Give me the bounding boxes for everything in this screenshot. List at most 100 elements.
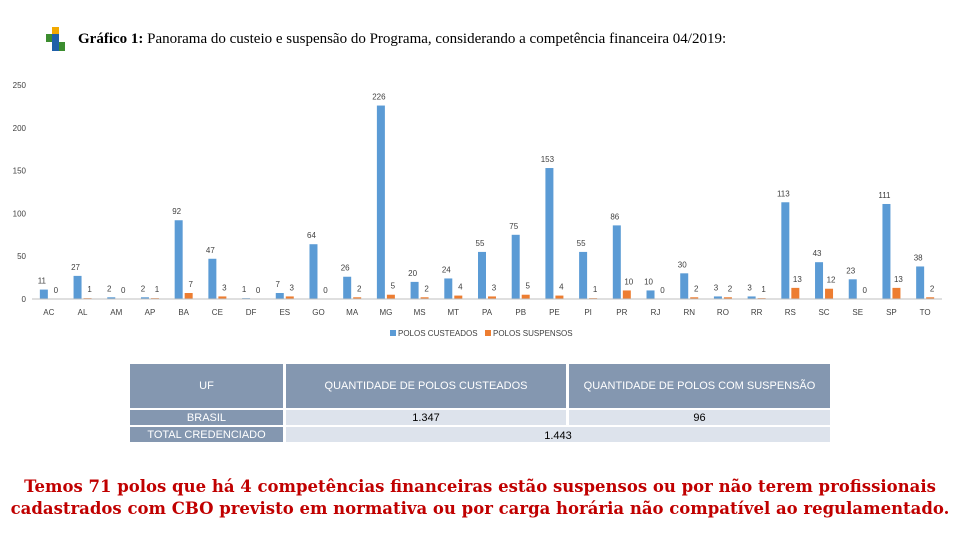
data-label: 4 xyxy=(559,283,564,292)
y-tick-label: 150 xyxy=(13,167,27,176)
data-label: 3 xyxy=(222,283,227,292)
x-tick-label: RN xyxy=(683,308,695,317)
x-tick-label: RR xyxy=(751,308,763,317)
data-label: 2 xyxy=(107,284,112,293)
title-text: Panorama do custeio e suspensão do Progr… xyxy=(143,31,727,47)
bar-custeados xyxy=(612,225,621,299)
x-tick-label: TO xyxy=(920,308,931,317)
data-label: 12 xyxy=(827,276,836,285)
table-header-custeados: QUANTIDADE DE POLOS CUSTEADOS xyxy=(286,364,566,408)
bar-custeados xyxy=(275,293,284,299)
data-label: 0 xyxy=(54,286,59,295)
legend-label: POLOS CUSTEADOS xyxy=(398,329,478,338)
table-cell-custeados: 1.347 xyxy=(286,410,566,425)
x-tick-label: MS xyxy=(414,308,426,317)
data-label: 13 xyxy=(894,275,903,284)
data-label: 2 xyxy=(694,284,699,293)
bar-suspensos xyxy=(488,296,496,299)
x-tick-label: PI xyxy=(584,308,592,317)
bar-custeados xyxy=(39,289,48,299)
bar-custeados xyxy=(376,105,385,299)
table-header-suspensos: QUANTIDADE DE POLOS COM SUSPENSÃO xyxy=(569,364,830,408)
data-label: 24 xyxy=(442,265,451,274)
data-label: 1 xyxy=(87,285,92,294)
legend-label: POLOS SUSPENSOS xyxy=(493,329,573,338)
data-label: 0 xyxy=(256,286,261,295)
legend-swatch xyxy=(390,330,396,336)
bar-custeados xyxy=(511,234,520,299)
x-tick-label: AP xyxy=(145,308,156,317)
bar-suspensos xyxy=(791,287,800,299)
data-label: 92 xyxy=(172,207,181,216)
bar-custeados xyxy=(579,251,588,299)
x-tick-label: AC xyxy=(43,308,54,317)
bars xyxy=(39,105,935,299)
y-tick-label: 200 xyxy=(13,124,27,133)
data-label: 226 xyxy=(372,93,386,102)
bar-custeados xyxy=(444,278,453,299)
bar-custeados xyxy=(747,296,756,299)
bar-custeados xyxy=(815,262,824,299)
table-cell-suspensos: 96 xyxy=(569,410,830,425)
data-label: 2 xyxy=(357,284,362,293)
bar-suspensos xyxy=(622,290,631,299)
bar-suspensos xyxy=(454,295,463,299)
bar-custeados xyxy=(140,297,149,299)
bar-custeados xyxy=(545,168,554,299)
data-label: 7 xyxy=(188,280,193,289)
data-label: 11 xyxy=(38,277,47,286)
bar-suspensos xyxy=(184,293,193,299)
data-label: 38 xyxy=(914,253,923,262)
data-label: 2 xyxy=(424,284,429,293)
bar-suspensos xyxy=(521,294,530,299)
data-label: 5 xyxy=(391,282,396,291)
data-label: 55 xyxy=(577,239,586,248)
x-tick-label: AM xyxy=(110,308,122,317)
x-tick-label: PA xyxy=(482,308,493,317)
logo-icon xyxy=(46,27,65,51)
x-tick-label: MA xyxy=(346,308,359,317)
data-label: 43 xyxy=(813,249,822,258)
data-label: 1 xyxy=(242,285,247,294)
data-label: 55 xyxy=(476,239,485,248)
bar-suspensos xyxy=(892,287,901,299)
bar-suspensos xyxy=(555,295,564,299)
bar-custeados xyxy=(208,258,217,299)
bar-suspensos xyxy=(723,297,732,299)
data-label: 153 xyxy=(541,155,555,164)
data-label: 111 xyxy=(878,191,891,200)
y-tick-label: 250 xyxy=(13,81,27,90)
x-tick-label: CE xyxy=(212,308,223,317)
bar-suspensos xyxy=(353,297,362,299)
y-tick-label: 100 xyxy=(13,209,27,218)
data-label: 3 xyxy=(714,283,719,292)
data-label: 4 xyxy=(458,283,463,292)
bar-custeados xyxy=(680,273,689,299)
x-axis: AC AL AM AP BA CE DF ES GO MA MG MS MT PA PB PE PI PR RJ RN… xyxy=(32,298,942,317)
bar-custeados xyxy=(107,297,116,299)
data-label: 1 xyxy=(155,285,160,294)
table-cell-total: 1.443 xyxy=(286,427,830,442)
bar-custeados xyxy=(781,202,790,299)
chart-legend: POLOS CUSTEADOS POLOS SUSPENSOS xyxy=(390,329,573,338)
data-label: 0 xyxy=(121,286,126,295)
bar-suspensos xyxy=(420,297,429,299)
bar-custeados xyxy=(343,276,352,299)
x-tick-label: MG xyxy=(379,308,392,317)
bar-suspensos xyxy=(825,288,834,299)
data-label: 10 xyxy=(644,277,653,286)
summary-table: UF QUANTIDADE DE POLOS CUSTEADOS QUANTID… xyxy=(130,364,830,442)
data-label: 86 xyxy=(610,212,619,221)
x-tick-label: ES xyxy=(279,308,290,317)
bar-suspensos xyxy=(926,297,935,299)
data-label: 3 xyxy=(290,283,295,292)
data-label: 13 xyxy=(793,275,802,284)
data-label: 30 xyxy=(678,260,687,269)
x-tick-label: BA xyxy=(178,308,189,317)
bar-custeados xyxy=(478,251,486,299)
x-tick-label: SC xyxy=(818,308,829,317)
y-tick-label: 0 xyxy=(22,295,27,304)
data-label: 7 xyxy=(276,280,281,289)
footnote-text: Temos 71 polos que há 4 competências fin… xyxy=(10,477,950,518)
